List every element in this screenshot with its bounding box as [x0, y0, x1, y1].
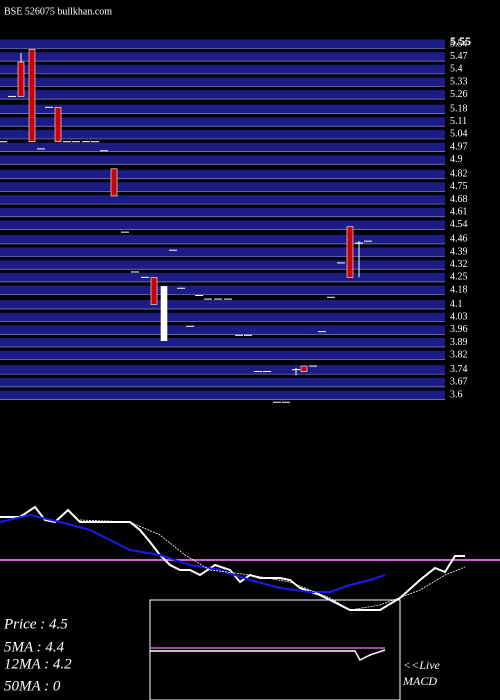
- y-tick-label: 3.82: [450, 349, 468, 360]
- y-tick-label: 5.47: [450, 51, 468, 62]
- y-tick-label: 5.55: [450, 34, 471, 48]
- candle-body: [346, 226, 354, 278]
- y-tick-label: 5.26: [450, 89, 468, 100]
- y-tick-label: 4.46: [450, 234, 468, 245]
- candle-body: [54, 106, 62, 142]
- y-tick-label: 4.1: [450, 299, 463, 310]
- candle-body: [160, 286, 168, 342]
- y-tick-label: 4.9: [450, 154, 463, 165]
- y-tick-label: 4.75: [450, 181, 468, 192]
- legend-label: Price : 4.5: [3, 616, 68, 632]
- y-tick-label: 3.74: [450, 364, 468, 375]
- y-tick-label: 4.54: [450, 219, 468, 230]
- legend-label: 5MA : 4.4: [4, 639, 65, 655]
- y-tick-label: 3.67: [450, 377, 468, 388]
- y-tick-label: 5.4: [450, 64, 463, 75]
- y-tick-label: 5.18: [450, 103, 468, 114]
- y-tick-label: 5.11: [450, 116, 467, 127]
- legend-label: 50MA : 0: [4, 678, 61, 694]
- y-tick-label: 5.33: [450, 76, 468, 87]
- y-tick-label: 4.18: [450, 284, 468, 295]
- y-tick-label: 4.61: [450, 207, 468, 218]
- y-tick-label: 5.54: [450, 38, 468, 49]
- candle-body: [300, 365, 308, 372]
- macd-line: [150, 649, 386, 661]
- indicator-line: [79, 519, 466, 611]
- y-tick-label: 4.32: [450, 259, 468, 270]
- chart-title: BSE 526075 bullkhan.com: [4, 6, 112, 17]
- y-tick-label: 4.25: [450, 272, 468, 283]
- y-tick-label: 4.39: [450, 246, 468, 257]
- candle-body: [110, 168, 118, 197]
- legend-label: 12MA : 4.2: [4, 656, 72, 672]
- y-tick-label: 4.68: [450, 194, 468, 205]
- y-tick-label: 4.97: [450, 141, 468, 152]
- y-tick-label: 5.04: [450, 129, 468, 140]
- candle-body: [150, 277, 158, 305]
- candle-body: [17, 61, 25, 97]
- y-tick-label: 3.6: [450, 389, 463, 400]
- y-tick-label: 3.96: [450, 324, 468, 335]
- indicator-line: [0, 513, 386, 593]
- y-tick-label: 4.82: [450, 169, 468, 180]
- macd-panel: [149, 599, 401, 700]
- y-tick-label: 4.03: [450, 311, 468, 322]
- macd-label: <<Live MACD: [402, 658, 441, 688]
- candle-body: [28, 49, 36, 142]
- y-tick-label: 3.89: [450, 337, 468, 348]
